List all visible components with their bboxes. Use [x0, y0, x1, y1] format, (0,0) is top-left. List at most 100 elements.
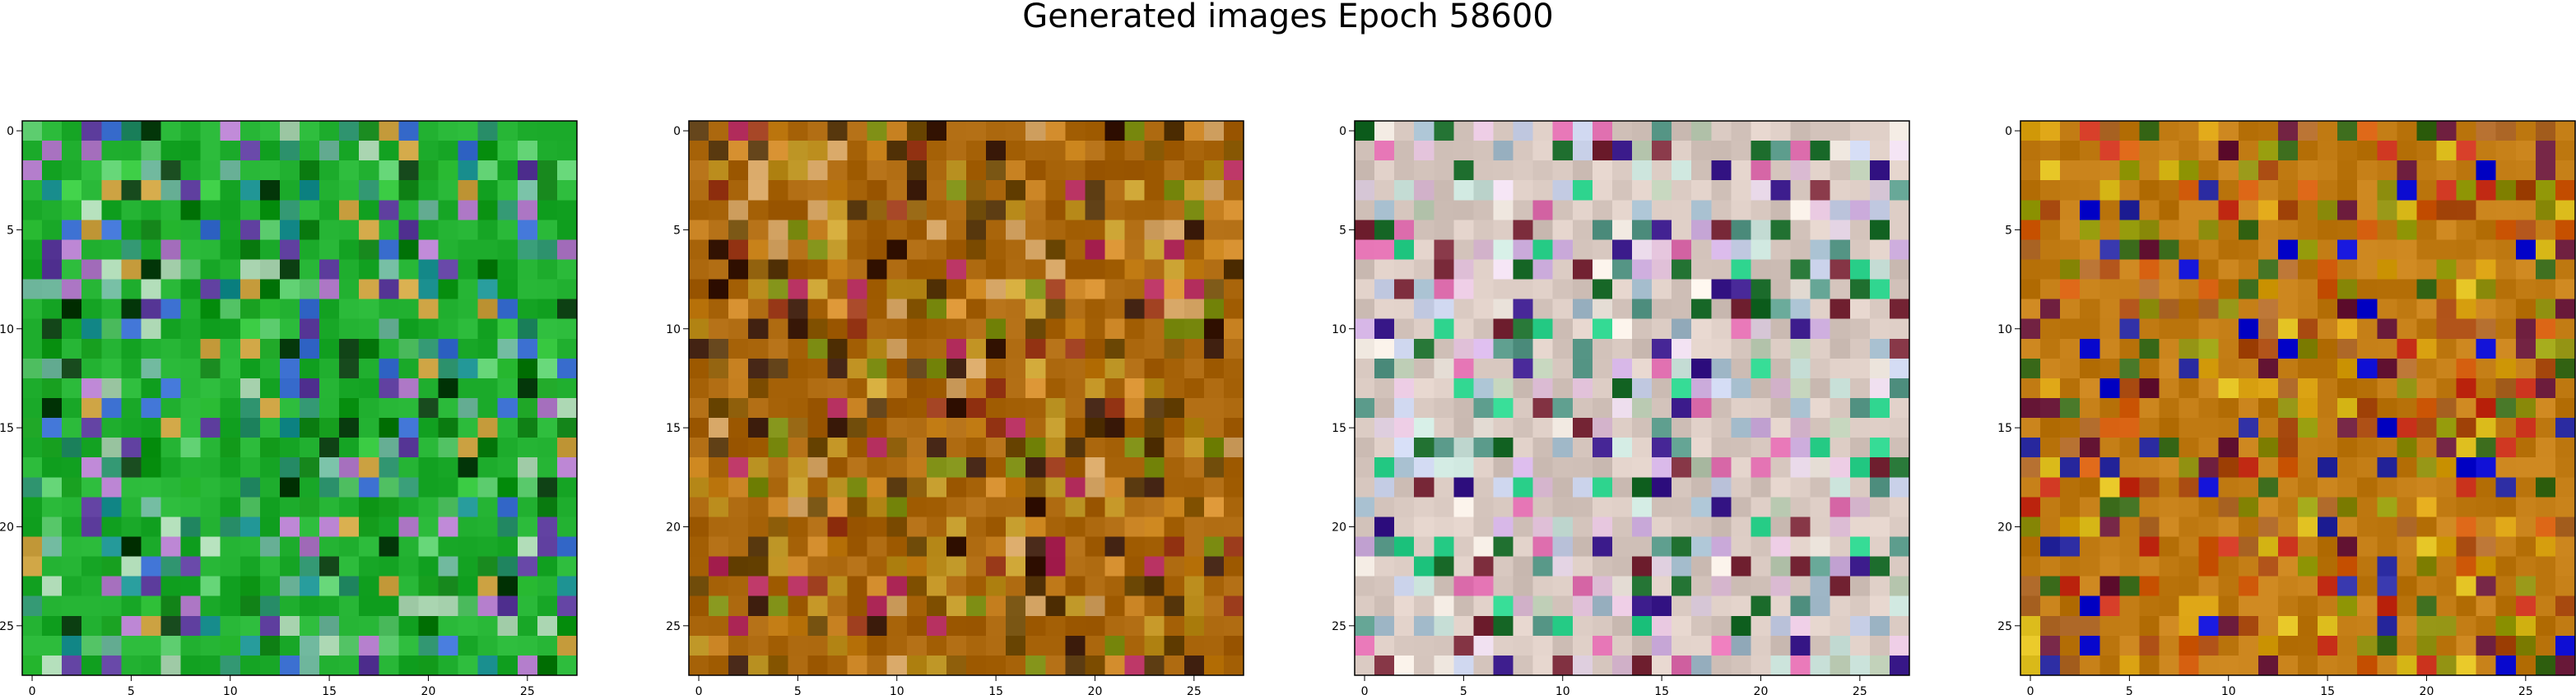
- pixel-cell: [1203, 160, 1225, 181]
- pixel-cell: [2099, 299, 2120, 320]
- pixel-cell: [886, 517, 908, 538]
- pixel-cell: [2555, 457, 2576, 478]
- pixel-cell: [1414, 180, 1434, 201]
- x-tick-label: 0: [29, 685, 36, 695]
- pixel-cell: [2020, 180, 2041, 201]
- pixel-cell: [1453, 358, 1475, 379]
- pixel-cell: [220, 556, 241, 577]
- pixel-cell: [2139, 457, 2160, 478]
- pixel-cell: [239, 279, 261, 300]
- pixel-cell: [1045, 279, 1066, 300]
- pixel-cell: [141, 318, 162, 340]
- pixel-cell: [200, 497, 221, 518]
- pixel-cell: [1124, 318, 1146, 340]
- pixel-cell: [1691, 418, 1712, 438]
- pixel-cell: [141, 299, 162, 320]
- pixel-cell: [1493, 160, 1514, 181]
- pixel-cell: [926, 398, 947, 419]
- pixel-cell: [1164, 615, 1185, 637]
- pixel-cell: [2456, 438, 2477, 458]
- pixel-cell: [160, 517, 182, 538]
- pixel-cell: [2060, 180, 2081, 201]
- pixel-cell: [1572, 378, 1593, 399]
- pixel-cell: [2495, 259, 2517, 280]
- pixel-cell: [1849, 576, 1871, 597]
- pixel-cell: [2298, 279, 2318, 300]
- pixel-cell: [709, 121, 729, 141]
- pixel-cell: [1691, 497, 1712, 518]
- pixel-cell: [2436, 279, 2457, 300]
- pixel-cell: [141, 576, 162, 597]
- pixel-cell: [537, 398, 558, 419]
- pixel-cell: [2080, 318, 2100, 340]
- pixel-cell: [2476, 160, 2497, 181]
- pixel-cell: [1731, 200, 1752, 220]
- pixel-cell: [2555, 318, 2576, 340]
- pixel-cell: [477, 180, 499, 201]
- pixel-cell: [517, 477, 538, 498]
- pixel-cell: [867, 635, 888, 656]
- pixel-cell: [379, 121, 399, 141]
- pixel-cell: [2020, 477, 2041, 498]
- axes-frame: [21, 120, 578, 676]
- pixel-cell: [1770, 536, 1792, 558]
- pixel-cell: [1374, 576, 1395, 597]
- pixel-cell: [200, 536, 221, 558]
- pixel-cell: [2515, 477, 2536, 498]
- pixel-cell: [827, 576, 849, 597]
- pixel-cell: [1085, 141, 1106, 161]
- pixel-cell: [986, 438, 1007, 458]
- pixel-cell: [2257, 615, 2279, 637]
- pixel-cell: [906, 338, 928, 359]
- pixel-cell: [62, 595, 82, 617]
- pixel-cell: [1374, 418, 1395, 438]
- pixel-cell: [1144, 595, 1165, 617]
- pixel-cell: [300, 576, 320, 597]
- pixel-cell: [728, 259, 749, 280]
- pixel-cell: [2298, 635, 2318, 656]
- pixel-cell: [847, 477, 868, 498]
- pixel-cell: [259, 121, 281, 141]
- pixel-cell: [2080, 338, 2100, 359]
- pixel-cell: [926, 141, 947, 161]
- pixel-cell: [2080, 141, 2100, 161]
- pixel-cell: [458, 418, 479, 438]
- pixel-cell: [728, 121, 749, 141]
- pixel-cell: [1691, 438, 1712, 458]
- pixel-cell: [1790, 239, 1811, 261]
- pixel-cell: [1810, 141, 1831, 161]
- pixel-cell: [946, 457, 967, 478]
- pixel-cell: [1830, 536, 1851, 558]
- pixel-cell: [2416, 497, 2438, 518]
- pixel-cell: [239, 239, 261, 261]
- pixel-cell: [359, 418, 379, 438]
- pixel-cell: [1045, 595, 1066, 617]
- pixel-cell: [477, 239, 499, 261]
- pixel-cell: [867, 279, 888, 300]
- pixel-cell: [2040, 517, 2061, 538]
- pixel-cell: [2277, 655, 2299, 676]
- pixel-cell: [2040, 220, 2061, 241]
- pixel-cell: [2515, 121, 2536, 141]
- pixel-cell: [1770, 378, 1792, 399]
- pixel-cell: [1025, 239, 1046, 261]
- pixel-cell: [1513, 160, 1534, 181]
- pixel-cell: [517, 121, 538, 141]
- pixel-cell: [339, 259, 360, 280]
- pixel-cell: [2099, 259, 2120, 280]
- pixel-cell: [2476, 655, 2497, 676]
- pixel-cell: [1394, 338, 1415, 359]
- pixel-cell: [2555, 299, 2576, 320]
- pixel-cell: [906, 497, 928, 518]
- pixel-cell: [2178, 239, 2200, 261]
- pixel-cell: [1085, 655, 1106, 676]
- pixel-cell: [886, 398, 908, 419]
- pixel-cell: [339, 497, 360, 518]
- pixel-cell: [556, 615, 578, 637]
- figure-title: Generated images Epoch 58600: [1022, 0, 1554, 35]
- pixel-cell: [788, 121, 809, 141]
- pixel-cell: [220, 358, 241, 379]
- pixel-cell: [1572, 338, 1593, 359]
- pixel-cell: [537, 556, 558, 577]
- pixel-cell: [2080, 615, 2100, 637]
